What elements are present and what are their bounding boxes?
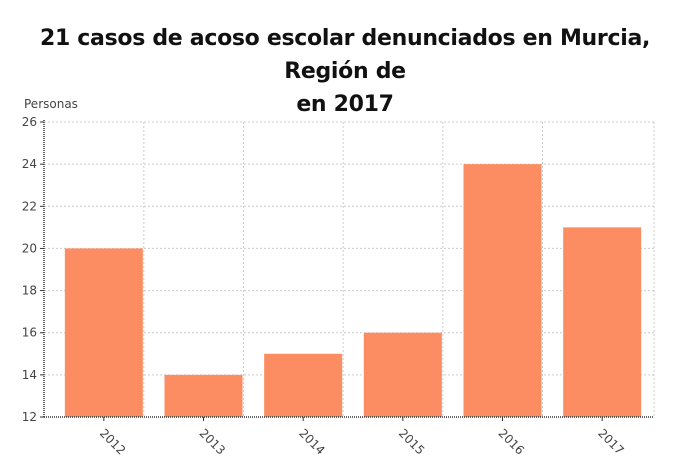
y-tick-label: 16 bbox=[22, 326, 37, 340]
y-tick-label: 14 bbox=[22, 368, 37, 382]
bars bbox=[64, 164, 642, 417]
chart-title: 21 casos de acoso escolar denunciados en… bbox=[0, 22, 690, 121]
chart-title-line-2: en 2017 bbox=[296, 92, 394, 117]
x-tick-label: 2017 bbox=[595, 426, 626, 457]
x-tick-label: 2014 bbox=[296, 426, 327, 457]
bar-2015 bbox=[363, 332, 442, 417]
x-tick-label: 2015 bbox=[396, 426, 427, 457]
y-axis-label: Personas bbox=[24, 97, 78, 111]
y-tick-label: 26 bbox=[22, 115, 37, 129]
bar-2017 bbox=[563, 227, 642, 417]
y-tick-label: 24 bbox=[22, 157, 37, 171]
x-tick-label: 2013 bbox=[197, 426, 228, 457]
bar-2012 bbox=[64, 248, 143, 417]
y-tick-label: 22 bbox=[22, 199, 37, 213]
axes bbox=[43, 120, 654, 418]
x-tick-label: 2012 bbox=[97, 426, 128, 457]
x-tick-label: 2016 bbox=[496, 426, 527, 457]
y-tick-label: 12 bbox=[22, 410, 37, 424]
chart-title-line-1: 21 casos de acoso escolar denunciados en… bbox=[39, 26, 651, 84]
y-tick-label: 20 bbox=[22, 241, 37, 255]
x-axis-ticks: 2012 2013 2014 2015 2016 2017 bbox=[97, 417, 627, 458]
y-axis-ticks: 12 14 16 18 20 22 24 26 bbox=[22, 115, 44, 424]
bar-2013 bbox=[164, 374, 243, 417]
bar-2016 bbox=[463, 164, 542, 417]
bar-2014 bbox=[264, 353, 343, 417]
y-tick-label: 18 bbox=[22, 284, 37, 298]
grid-lines bbox=[44, 121, 655, 417]
